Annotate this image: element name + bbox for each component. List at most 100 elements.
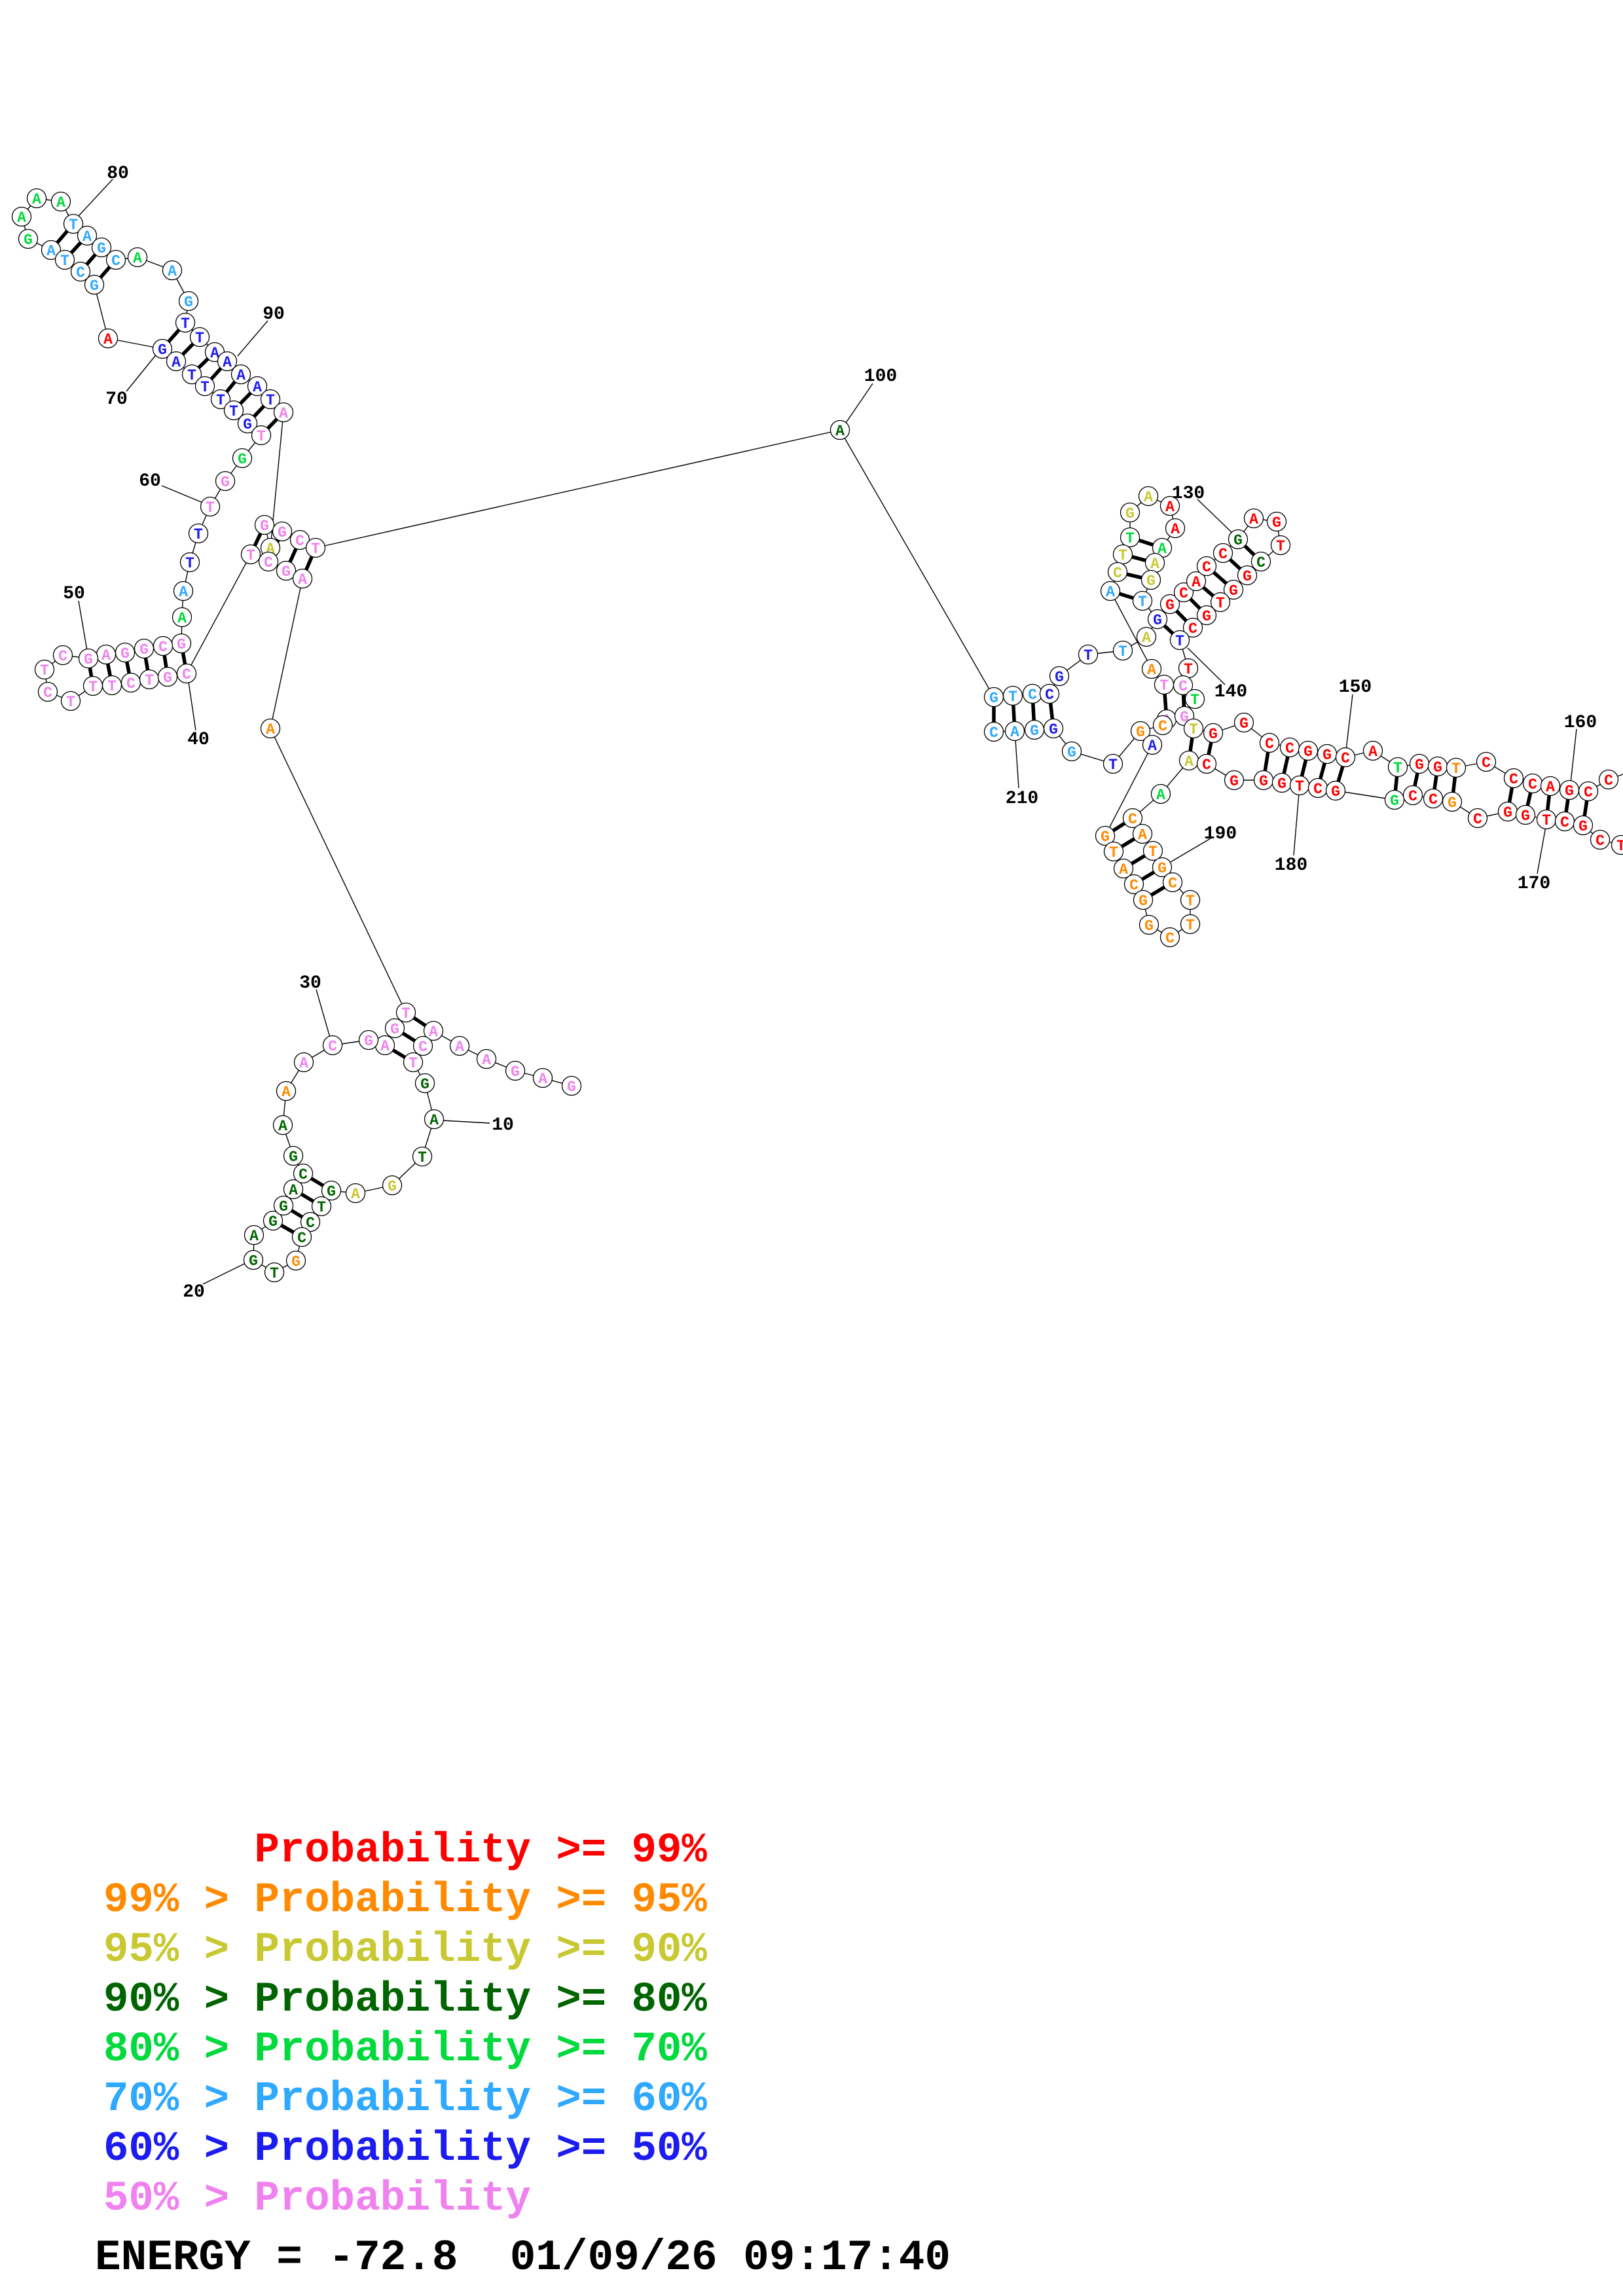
nucleotide-base-137: T bbox=[1184, 661, 1193, 678]
nucleotide-circle-71 bbox=[423, 1020, 444, 1041]
base-pair-bond bbox=[303, 553, 315, 573]
base-pair-bond bbox=[1336, 762, 1345, 785]
nucleotide-circle-83 bbox=[311, 1196, 332, 1217]
nucleotide-circle-70 bbox=[449, 1035, 470, 1056]
backbone-link bbox=[1335, 790, 1395, 800]
position-label-100: 100 bbox=[864, 367, 897, 387]
nucleotide-base-96: A bbox=[282, 1084, 291, 1101]
nucleotide-circle-95 bbox=[272, 1115, 293, 1136]
nucleotide-circle-90 bbox=[263, 1210, 283, 1231]
nucleotide-base-132: G bbox=[1229, 583, 1238, 600]
nucleotide-base-41: G bbox=[139, 641, 149, 658]
nucleotide-base-55: G bbox=[260, 518, 269, 535]
nucleotide-circle-16 bbox=[152, 338, 173, 359]
nucleotide-base-75: C bbox=[418, 1039, 428, 1056]
nucleotide-circle-110 bbox=[1138, 486, 1159, 507]
nucleotide-circle-120 bbox=[1132, 590, 1153, 611]
base-pair-bond bbox=[1048, 700, 1055, 723]
nucleotide-base-169: C bbox=[1165, 930, 1175, 947]
nucleotide-circle-161 bbox=[1103, 841, 1124, 862]
nucleotide-base-188: C bbox=[1584, 784, 1593, 801]
nucleotide-circle-21 bbox=[181, 364, 202, 385]
position-label-40: 40 bbox=[187, 730, 210, 750]
nucleotide-circle-103 bbox=[1039, 683, 1060, 704]
nucleotide-circle-6 bbox=[77, 225, 98, 246]
nucleotide-base-13: A bbox=[168, 263, 177, 280]
nucleotide-circle-190 bbox=[1224, 770, 1245, 791]
nucleotide-circle-38 bbox=[172, 607, 192, 628]
nucleotide-circle-157 bbox=[1150, 783, 1171, 804]
nucleotide-base-83: T bbox=[317, 1199, 326, 1216]
nucleotide-base-146: G bbox=[1209, 726, 1218, 743]
nucleotide-circle-64 bbox=[260, 718, 281, 739]
nucleotide-base-165: C bbox=[1129, 877, 1139, 894]
nucleotide-base-204: C bbox=[1560, 814, 1569, 831]
nucleotide-circle-177 bbox=[1335, 747, 1356, 768]
nucleotide-circle-195 bbox=[1325, 780, 1346, 801]
nucleotide-base-92: A bbox=[289, 1182, 298, 1199]
nucleotide-base-133: T bbox=[1216, 595, 1225, 612]
nucleotide-base-19: A bbox=[172, 354, 181, 371]
base-pair-bond bbox=[1299, 757, 1309, 780]
nucleotide-base-7: T bbox=[60, 253, 69, 270]
label-leader-line bbox=[845, 383, 873, 423]
nucleotide-base-9: C bbox=[76, 264, 85, 281]
nucleotide-circle-136 bbox=[1169, 630, 1190, 651]
nucleotide-base-182: T bbox=[1451, 761, 1461, 778]
nucleotide-base-33: G bbox=[221, 474, 230, 491]
backbone-link bbox=[1110, 590, 1152, 670]
nucleotide-base-168: G bbox=[1144, 918, 1154, 935]
nucleotide-base-5: T bbox=[69, 217, 78, 234]
nucleotide-base-176: G bbox=[1322, 747, 1332, 764]
label-leader-line bbox=[202, 1262, 247, 1285]
nucleotide-base-189: C bbox=[1604, 772, 1613, 789]
nucleotide-base-106: T bbox=[1118, 643, 1127, 660]
nucleotide-circle-129 bbox=[1270, 535, 1291, 556]
nucleotide-base-149: C bbox=[1158, 718, 1167, 735]
nucleotide-base-0: A bbox=[32, 191, 41, 208]
nucleotide-base-162: T bbox=[1148, 844, 1158, 861]
label-leader-line bbox=[316, 989, 331, 1038]
position-label-80: 80 bbox=[107, 164, 129, 184]
nucleotide-circle-152 bbox=[1061, 741, 1082, 762]
nucleotide-circle-60 bbox=[240, 544, 261, 565]
base-pair-bond bbox=[1451, 774, 1457, 796]
nucleotide-base-28: T bbox=[266, 392, 275, 409]
nucleotide-circle-166 bbox=[1162, 872, 1183, 893]
nucleotide-circle-13 bbox=[162, 260, 183, 281]
nucleotide-circle-155 bbox=[983, 721, 1004, 742]
nucleotide-base-59: T bbox=[311, 541, 320, 558]
nucleotide-circle-4 bbox=[41, 240, 62, 260]
nucleotide-circle-167 bbox=[1133, 889, 1154, 910]
nucleotide-circle-11 bbox=[84, 274, 105, 295]
nucleotide-circle-57 bbox=[272, 521, 293, 542]
nucleotide-base-138: C bbox=[1178, 678, 1188, 695]
base-pair-bond bbox=[179, 340, 196, 358]
nucleotide-base-57: G bbox=[278, 524, 287, 541]
nucleotide-circle-68 bbox=[505, 1060, 526, 1081]
nucleotide-circle-150 bbox=[1142, 734, 1163, 755]
nucleotide-base-78: A bbox=[429, 1112, 439, 1129]
nucleotide-base-104: G bbox=[1055, 669, 1064, 686]
nucleotide-circle-114 bbox=[1120, 527, 1140, 548]
nucleotide-base-198: C bbox=[1429, 791, 1438, 808]
nucleotide-circle-164 bbox=[1152, 857, 1173, 878]
nucleotide-base-183: C bbox=[1482, 755, 1491, 772]
nucleotide-base-196: G bbox=[1390, 793, 1399, 810]
nucleotide-circle-59 bbox=[305, 537, 326, 558]
nucleotide-base-102: C bbox=[1028, 687, 1037, 704]
nucleotide-base-178: A bbox=[1368, 744, 1377, 761]
label-leader-line bbox=[188, 681, 196, 731]
nucleotide-base-202: G bbox=[1521, 808, 1530, 825]
nucleotide-circle-36 bbox=[179, 552, 200, 573]
nucleotide-base-26: A bbox=[253, 379, 262, 396]
nucleotide-circle-22 bbox=[217, 351, 238, 372]
nucleotide-base-79: T bbox=[418, 1149, 427, 1166]
nucleotide-base-174: C bbox=[1285, 740, 1294, 757]
position-label-160: 160 bbox=[1564, 713, 1597, 733]
nucleotide-base-200: C bbox=[1473, 811, 1482, 828]
nucleotide-base-199: G bbox=[1448, 795, 1457, 812]
nucleotide-circle-158 bbox=[1122, 808, 1143, 829]
nucleotide-base-98: C bbox=[328, 1038, 337, 1055]
